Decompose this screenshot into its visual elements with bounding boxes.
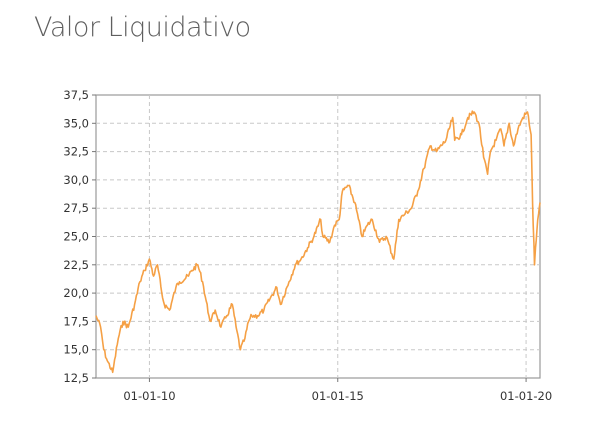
y-tick-label: 30,0 [63,173,89,187]
y-tick-label: 25,0 [63,230,89,244]
x-tick-label: 01-01-15 [312,389,364,403]
y-tick-label: 37,5 [63,88,89,102]
y-tick-label: 35,0 [63,116,89,130]
y-axis-ticks: 12,5 15,0 17,5 20,0 22,5 25,0 27,5 30,0 32,5 35,0… [63,88,96,385]
y-tick-label: 20,0 [63,286,89,300]
y-tick-label: 22,5 [63,258,89,272]
chart-title: Valor Liquidativo [34,12,251,43]
y-tick-label: 27,5 [63,201,89,215]
x-axis-ticks: 01-01-10 01-01-15 01-01-20 [123,378,552,403]
y-tick-label: 32,5 [63,145,89,159]
grid-lines [96,95,540,378]
x-tick-label: 01-01-20 [500,389,552,403]
y-tick-label: 17,5 [63,314,89,328]
y-tick-label: 12,5 [63,371,89,385]
series-line [95,110,541,374]
y-tick-label: 15,0 [63,343,89,357]
x-tick-label: 01-01-10 [123,389,175,403]
